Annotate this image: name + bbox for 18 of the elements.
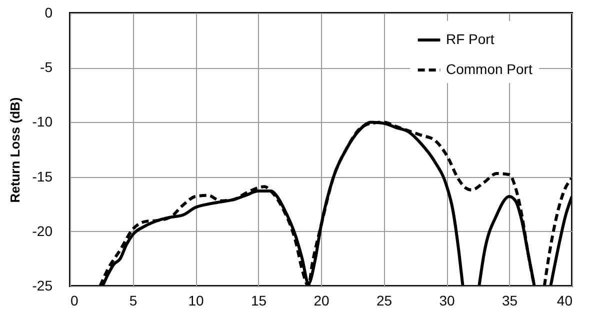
y-tick-label: 0 <box>44 4 53 20</box>
x-tick-label: 5 <box>129 292 138 308</box>
x-tick-label: 20 <box>314 292 330 308</box>
x-tick-label: 10 <box>188 292 204 308</box>
x-tick-label: 0 <box>70 292 78 308</box>
y-tick-label: -25 <box>32 278 53 294</box>
x-tick-label: 25 <box>376 292 392 308</box>
y-tick-label: -5 <box>40 59 53 76</box>
y-tick-label: -15 <box>32 168 53 184</box>
y-axis-title: Return Loss (dB) <box>7 97 22 203</box>
x-tick-label: 35 <box>502 292 518 308</box>
legend-label: RF Port <box>446 31 494 47</box>
x-tick-label: 30 <box>439 292 455 308</box>
y-tick-label: -20 <box>32 222 53 239</box>
x-tick-label: 40 <box>556 292 573 308</box>
x-tick-label: 15 <box>250 292 267 308</box>
legend-label: Common Port <box>446 61 532 77</box>
y-tick-label: -10 <box>32 114 53 130</box>
